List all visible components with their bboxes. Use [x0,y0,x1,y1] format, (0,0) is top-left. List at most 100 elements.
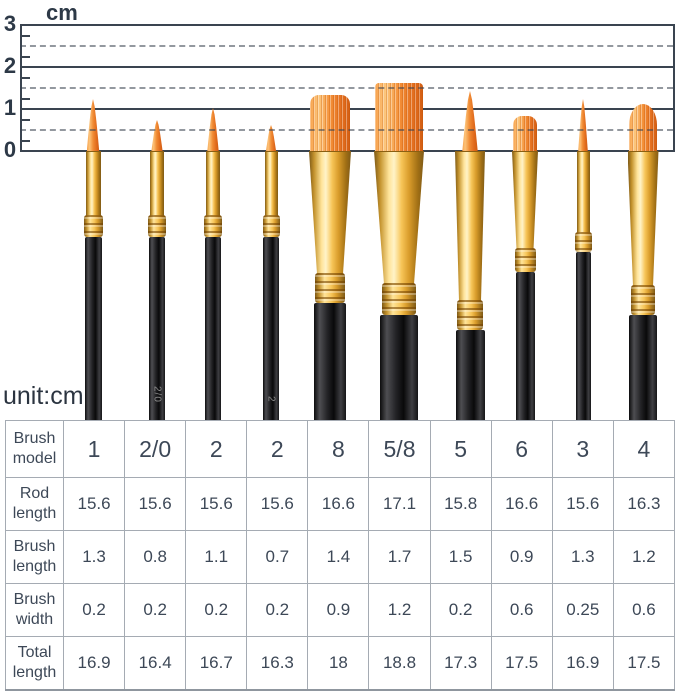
ruler-quarter-tick [22,34,30,37]
spec-row-label: Total length [5,636,64,690]
ruler-right-edge [673,24,675,152]
spec-cell: 16.6 [307,477,370,531]
spec-cell: 17.5 [490,636,553,690]
brush-ferrule-crimp [574,232,592,252]
brush-ferrule [309,151,351,274]
spec-cell: 0.2 [246,583,309,637]
spec-row-total-length: Total length 16.9 16.4 16.7 16.3 18 18.8 17.3 17… [5,636,676,690]
spec-cell: 16.4 [124,636,187,690]
brush-handle [380,315,418,421]
brush-bristle [578,99,588,154]
brush-handle [84,237,102,421]
spec-cell: 15.6 [124,477,187,531]
spec-cell: 1.4 [307,530,370,584]
spec-cell: 0.6 [490,583,553,637]
spec-cell: 0.2 [124,583,187,637]
brush-bristle [265,125,277,154]
brush-ferrule [455,151,485,301]
spec-row-brush-width: Brush width 0.2 0.2 0.2 0.2 0.9 1.2 0.2 0.6 0.25 0… [5,583,676,637]
spec-cell: 0.8 [124,530,187,584]
brush-handle [455,330,485,421]
brush-ferrule [150,151,164,216]
spec-cell: 15.6 [246,477,309,531]
brush-handle: 2 [263,237,279,421]
spec-row-label: Brush model [5,420,64,478]
brush-bristle [207,108,219,154]
spec-cell: 2/0 [124,420,187,478]
brush-bristle [462,91,478,154]
brush-bristle [310,95,350,154]
brush-ferrule [264,151,278,216]
handle-size-mark: 2/0 [151,386,163,403]
spec-cell: 16.7 [185,636,248,690]
brush-ferrule-crimp [514,248,536,272]
brush-ferrule-crimp [148,215,166,237]
brush-handle: 2/0 [149,237,165,421]
brush-ferrule [512,151,538,249]
spec-cell: 0.9 [307,583,370,637]
brush-ferrule-crimp [631,285,655,315]
spec-cell: 5 [429,420,492,478]
ruler-major-line [20,66,673,68]
brush-bristle [513,116,537,154]
spec-row-label: Rod length [5,477,64,531]
spec-cell: 1.7 [368,530,431,584]
spec-cell: 15.6 [551,477,614,531]
spec-cell: 1.5 [429,530,492,584]
spec-cell: 17.1 [368,477,431,531]
spec-cell: 18 [307,636,370,690]
ruler-quarter-tick [22,55,30,58]
ruler-quarter-tick [22,76,30,79]
brush-ferrule-crimp [204,215,222,237]
spec-cell: 2 [246,420,309,478]
brush-ferrule-crimp [262,215,280,237]
spec-cell: 0.9 [490,530,553,584]
ruler-quarter-tick [22,118,30,121]
handle-size-mark: 2 [265,396,277,403]
spec-cell: 15.6 [62,477,126,531]
spec-cell: 15.6 [185,477,248,531]
spec-cell: 0.7 [246,530,309,584]
ruler-quarter-tick [22,97,30,100]
spec-cell: 16.3 [612,477,676,531]
brush-handle [629,315,657,421]
brush-ferrule [206,151,220,216]
brush-handle [575,252,591,421]
spec-cell: 1.2 [612,530,676,584]
brush-ferrule [374,151,424,284]
spec-cell: 3 [551,420,614,478]
spec-row-brush-model: Brush model 1 2/0 2 2 8 5/8 5 6 3 4 [5,420,676,478]
spec-cell: 8 [307,420,370,478]
brush-handle [515,272,535,421]
spec-cell: 0.6 [612,583,676,637]
spec-cell: 16.9 [62,636,126,690]
brush-ferrule-crimp [315,273,345,303]
spec-cell: 16.6 [490,477,553,531]
spec-cell: 4 [612,420,676,478]
brush-ferrule [85,151,101,216]
brush-bristle [151,120,163,154]
spec-cell: 1.3 [551,530,614,584]
spec-cell: 16.3 [246,636,309,690]
brush-ferrule-crimp [457,300,483,330]
spec-row-label: Brush width [5,583,64,637]
spec-table: Brush model 1 2/0 2 2 8 5/8 5 6 3 4 Rod length 15.6 1… [5,420,676,691]
spec-cell: 2 [185,420,248,478]
ruler-major-line [20,24,673,26]
ruler-half-line [20,45,673,47]
spec-cell: 0.25 [551,583,614,637]
ruler-major-label: 3 [3,11,17,36]
unit-note: unit:cm [3,382,84,410]
brush-ferrule-crimp [382,283,416,315]
spec-cell: 1.1 [185,530,248,584]
brush-handle [314,303,346,421]
spec-cell: 17.3 [429,636,492,690]
spec-row-rod-length: Rod length 15.6 15.6 15.6 15.6 16.6 17.1 15.8 16… [5,477,676,531]
brush-bristle [375,83,423,154]
spec-cell: 0.2 [62,583,126,637]
brush-ferrule-crimp [83,215,103,237]
spec-row-brush-length: Brush length 1.3 0.8 1.1 0.7 1.4 1.7 1.5 0.9 1.3 1… [5,530,676,584]
ruler-half-line [20,129,673,131]
brush-ferrule [576,151,590,233]
spec-cell: 15.8 [429,477,492,531]
